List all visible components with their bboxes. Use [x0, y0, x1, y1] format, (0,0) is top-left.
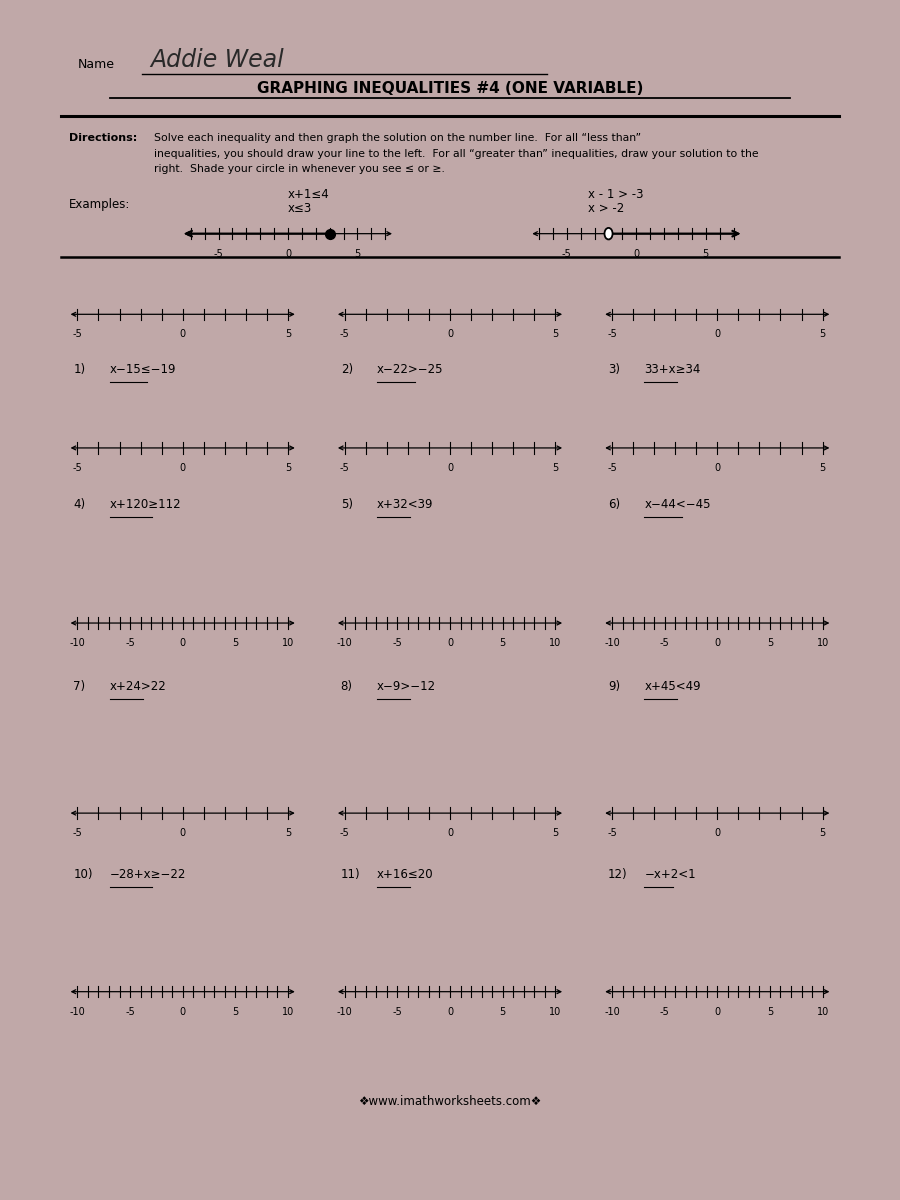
Text: 5: 5 [703, 248, 709, 259]
Text: 2): 2) [341, 364, 353, 376]
Text: -5: -5 [73, 828, 82, 838]
Text: −x+2<1: −x+2<1 [644, 868, 696, 881]
Text: x > -2: x > -2 [588, 202, 624, 215]
Text: -5: -5 [608, 329, 616, 340]
Circle shape [605, 228, 613, 240]
Text: Addie Weal: Addie Weal [150, 48, 284, 72]
Text: 0: 0 [447, 463, 453, 473]
Text: 5: 5 [553, 828, 558, 838]
Text: x−44<−45: x−44<−45 [644, 498, 711, 511]
Text: 0: 0 [447, 1007, 453, 1016]
Text: 0: 0 [180, 1007, 185, 1016]
Text: 3): 3) [608, 364, 620, 376]
Text: 0: 0 [715, 638, 720, 648]
Text: -5: -5 [660, 1007, 670, 1016]
Text: GRAPHING INEQUALITIES #4 (ONE VARIABLE): GRAPHING INEQUALITIES #4 (ONE VARIABLE) [256, 82, 644, 96]
Text: 0: 0 [447, 638, 453, 648]
Text: -5: -5 [608, 463, 616, 473]
Text: -10: -10 [604, 1007, 620, 1016]
Text: 0: 0 [715, 463, 720, 473]
Text: 5: 5 [553, 463, 558, 473]
Text: 5: 5 [820, 828, 825, 838]
Text: 10): 10) [74, 868, 93, 881]
Text: 9): 9) [608, 680, 620, 692]
Text: 5: 5 [553, 329, 558, 340]
Text: 5: 5 [285, 828, 291, 838]
Text: 0: 0 [180, 463, 185, 473]
Text: ❖www.imathworksheets.com❖: ❖www.imathworksheets.com❖ [358, 1094, 542, 1108]
Text: 0: 0 [180, 638, 185, 648]
Text: 5: 5 [820, 463, 825, 473]
Text: -10: -10 [69, 638, 86, 648]
Text: 0: 0 [715, 828, 720, 838]
Text: 5: 5 [285, 329, 291, 340]
Text: -5: -5 [660, 638, 670, 648]
Text: 33+x≥34: 33+x≥34 [644, 364, 701, 376]
Text: -5: -5 [392, 1007, 402, 1016]
Text: 1): 1) [74, 364, 86, 376]
Text: 12): 12) [608, 868, 627, 881]
Text: 5: 5 [500, 638, 506, 648]
Text: 0: 0 [447, 828, 453, 838]
Text: x−9>−12: x−9>−12 [377, 680, 436, 692]
Text: 0: 0 [180, 329, 185, 340]
Text: -10: -10 [604, 638, 620, 648]
Text: 0: 0 [180, 828, 185, 838]
Text: 10: 10 [282, 638, 294, 648]
Text: 0: 0 [715, 1007, 720, 1016]
Text: x+32<39: x+32<39 [377, 498, 434, 511]
Text: 10: 10 [816, 638, 829, 648]
Text: x+24>22: x+24>22 [110, 680, 166, 692]
Text: -5: -5 [125, 1007, 135, 1016]
Text: -5: -5 [340, 329, 349, 340]
Text: -5: -5 [340, 463, 349, 473]
Text: -5: -5 [125, 638, 135, 648]
Text: -5: -5 [73, 329, 82, 340]
Text: 0: 0 [715, 329, 720, 340]
Text: −28+x≥−22: −28+x≥−22 [110, 868, 186, 881]
Text: x≤3: x≤3 [288, 202, 312, 215]
Text: 6): 6) [608, 498, 620, 511]
Text: x+120≥112: x+120≥112 [110, 498, 182, 511]
Text: -10: -10 [337, 638, 353, 648]
Text: 10: 10 [282, 1007, 294, 1016]
Text: 5: 5 [767, 1007, 773, 1016]
Text: -5: -5 [73, 463, 82, 473]
Text: -5: -5 [608, 828, 616, 838]
Text: Name: Name [77, 58, 114, 71]
Text: 5: 5 [767, 638, 773, 648]
Text: 10: 10 [549, 1007, 562, 1016]
Text: 0: 0 [634, 248, 639, 259]
Text: Solve each inequality and then graph the solution on the number line.  For all “: Solve each inequality and then graph the… [155, 133, 759, 174]
Text: Directions:: Directions: [69, 133, 138, 144]
Text: 5: 5 [285, 463, 291, 473]
Text: 5: 5 [232, 1007, 239, 1016]
Text: -5: -5 [213, 248, 223, 259]
Text: 11): 11) [341, 868, 360, 881]
Text: x−15≤−19: x−15≤−19 [110, 364, 176, 376]
Text: 7): 7) [74, 680, 86, 692]
Text: -5: -5 [562, 248, 572, 259]
Text: 10: 10 [549, 638, 562, 648]
Text: 5: 5 [500, 1007, 506, 1016]
Text: x−22>−25: x−22>−25 [377, 364, 444, 376]
Text: 5: 5 [232, 638, 239, 648]
Text: x - 1 > -3: x - 1 > -3 [588, 188, 644, 200]
Text: x+16≤20: x+16≤20 [377, 868, 434, 881]
Text: Examples:: Examples: [69, 198, 130, 211]
Text: x+1≤4: x+1≤4 [288, 188, 329, 200]
Text: 5: 5 [355, 248, 361, 259]
Text: -10: -10 [69, 1007, 86, 1016]
Text: 5): 5) [341, 498, 353, 511]
Text: 10: 10 [816, 1007, 829, 1016]
Text: -5: -5 [340, 828, 349, 838]
Text: -10: -10 [337, 1007, 353, 1016]
Text: x+45<49: x+45<49 [644, 680, 701, 692]
Text: 8): 8) [341, 680, 353, 692]
Text: 5: 5 [820, 329, 825, 340]
Text: 4): 4) [74, 498, 86, 511]
Text: 0: 0 [285, 248, 291, 259]
Text: 0: 0 [447, 329, 453, 340]
Text: -5: -5 [392, 638, 402, 648]
